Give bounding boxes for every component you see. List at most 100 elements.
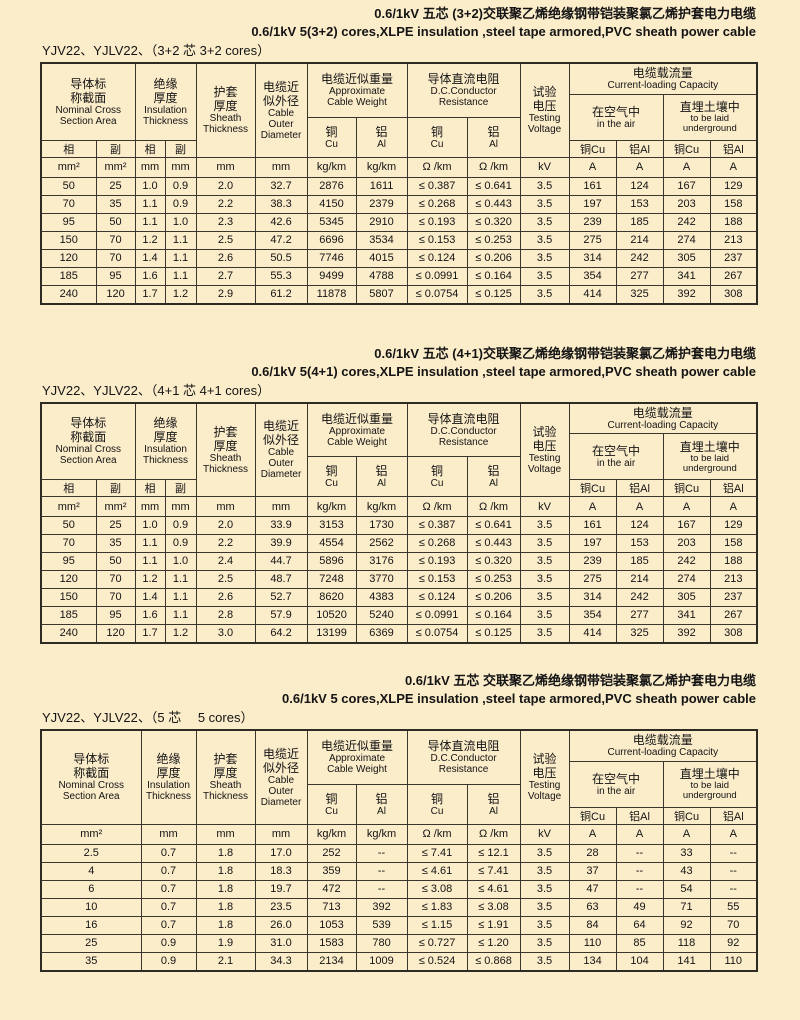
cell: 185: [40, 266, 97, 286]
cell: 95: [95, 606, 136, 625]
cell: ≤ 0.125: [466, 624, 521, 644]
col-phase: 相: [134, 479, 166, 497]
cell: 48.7: [254, 570, 308, 589]
cell: 10520: [306, 606, 357, 625]
cell: 1.1: [164, 266, 197, 286]
col-approximate-cable-weight: 电缆近似重量 Approximate Cable Weight: [306, 402, 408, 457]
cell: 158: [709, 194, 758, 214]
cell: 28: [568, 843, 617, 863]
cell: --: [709, 861, 758, 881]
cell: ≤ 1.20: [466, 933, 521, 953]
cell: 55.3: [254, 266, 308, 286]
cell: 3176: [355, 552, 408, 571]
cell: ≤ 0.124: [406, 248, 468, 268]
cell: ≤ 0.387: [406, 516, 468, 535]
cell: ≤ 0.253: [466, 570, 521, 589]
cell: 3.5: [519, 176, 570, 196]
cell: 0.7: [140, 897, 197, 917]
col-underground-al: 铝Al: [709, 806, 758, 825]
cell: 414: [568, 284, 617, 304]
cell: 71: [662, 897, 711, 917]
cell: 35: [40, 951, 142, 971]
cell: 4383: [355, 588, 408, 607]
col-nominal-cross-section: 导体标 称截面 Nominal Cross Section Area: [40, 729, 142, 825]
cell: ≤ 4.61: [406, 861, 468, 881]
cell: 240: [40, 624, 97, 644]
cell: 64: [615, 915, 664, 935]
cell: 150: [40, 230, 97, 250]
cell: 31.0: [254, 933, 308, 953]
cell: --: [355, 861, 408, 881]
cell: 0.9: [164, 534, 197, 553]
unit-cell: kg/km: [355, 156, 408, 178]
table-title-cn: 0.6/1kV 五芯 交联聚乙烯绝缘钢带铠装聚氯乙烯护套电力电缆: [404, 673, 756, 688]
cell: 472: [306, 879, 357, 899]
cell: 1.4: [134, 248, 166, 268]
cell: 2.5: [195, 570, 256, 589]
cell: ≤ 0.164: [466, 266, 521, 286]
cell: 134: [568, 951, 617, 971]
col-air-cu: 铜Cu: [568, 139, 617, 158]
unit-cell: kg/km: [355, 496, 408, 517]
cell: 2.6: [195, 588, 256, 607]
unit-cell: mm: [254, 156, 308, 178]
unit-cell: Ω /km: [466, 496, 521, 517]
cell: 7746: [306, 248, 357, 268]
col-phase: 相: [134, 139, 166, 158]
cell: 153: [615, 534, 664, 553]
cell: 3153: [306, 516, 357, 535]
cell: ≤ 1.91: [466, 915, 521, 935]
cell: 64.2: [254, 624, 308, 644]
cell: 308: [709, 624, 758, 644]
cell: 213: [709, 230, 758, 250]
cell: 50: [95, 552, 136, 571]
cell: 3.5: [519, 843, 570, 863]
cell: 95: [40, 212, 97, 232]
cell: 1583: [306, 933, 357, 953]
col-testing-voltage: 试验 电压 Testing Voltage: [519, 402, 570, 497]
cell: 6369: [355, 624, 408, 644]
col-sheath-thickness: 护套 厚度 Sheath Thickness: [195, 62, 256, 158]
cell: 274: [662, 570, 711, 589]
col-air-cu: 铜Cu: [568, 806, 617, 825]
cell: 4554: [306, 534, 357, 553]
section-4plus1: 0.6/1kV 五芯 (4+1)交联聚乙烯绝缘钢带铠装聚氯乙烯护套电力电缆 0.…: [40, 345, 759, 644]
cell: 341: [662, 606, 711, 625]
cell: 34.3: [254, 951, 308, 971]
table-row: 95 50 1.1 1.0 2.3 42.6 5345 2910 ≤ 0.193 ≤ 0.320 3…: [40, 212, 758, 232]
cell: 57.9: [254, 606, 308, 625]
unit-cell: mm: [254, 823, 308, 845]
col-resistance-cu: 铜 Cu: [406, 456, 468, 497]
col-in-the-air: 在空气中 in the air: [568, 433, 664, 480]
col-aux: 副: [95, 479, 136, 497]
unit-cell: A: [615, 823, 664, 845]
cell: 354: [568, 266, 617, 286]
cell: 2.4: [195, 552, 256, 571]
cell: 1.6: [134, 266, 166, 286]
cell: ≤ 0.727: [406, 933, 468, 953]
table-row: 50 25 1.0 0.9 2.0 33.9 3153 1730 ≤ 0.387 ≤ 0.641 3…: [40, 516, 758, 535]
cell: 203: [662, 194, 711, 214]
cell: 3.5: [519, 534, 570, 553]
document-page: 0.6/1kV 五芯 (3+2)交联聚乙烯绝缘钢带铠装聚氯乙烯护套电力电缆 0.…: [40, 6, 759, 972]
col-weight-al: 铝 Al: [355, 116, 408, 158]
cell: 1.0: [164, 552, 197, 571]
cell: 44.7: [254, 552, 308, 571]
col-underground-cu: 铜Cu: [662, 139, 711, 158]
cell: --: [615, 861, 664, 881]
unit-cell: A: [662, 496, 711, 517]
cell: --: [615, 843, 664, 863]
unit-cell: kg/km: [306, 496, 357, 517]
cell: 26.0: [254, 915, 308, 935]
cell: 141: [662, 951, 711, 971]
cell: 25: [95, 176, 136, 196]
cell: ≤ 12.1: [466, 843, 521, 863]
unit-cell: mm²: [95, 156, 136, 178]
cell: 3.5: [519, 588, 570, 607]
col-insulation-thickness: 绝缘 厚度 Insulation Thickness: [134, 402, 197, 480]
cell: 50: [95, 212, 136, 232]
cell: 1.1: [164, 570, 197, 589]
cell: 2.1: [195, 951, 256, 971]
cell: 314: [568, 588, 617, 607]
cell: 18.3: [254, 861, 308, 881]
